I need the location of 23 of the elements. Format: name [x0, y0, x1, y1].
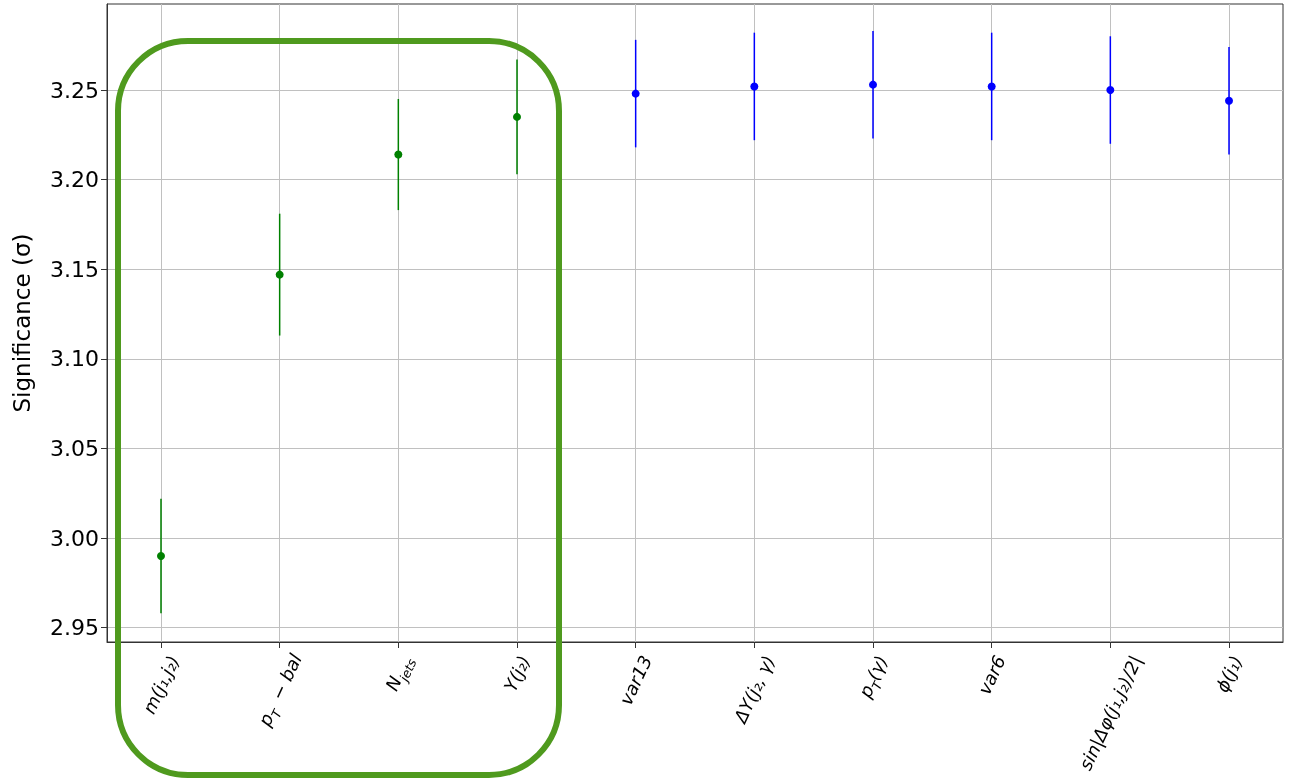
x-tick-label: Y(j₂): [499, 652, 535, 695]
point: [275, 270, 284, 279]
x-tick-label: ϕ(j₁): [1211, 652, 1247, 696]
point: [157, 551, 165, 560]
point: [394, 150, 403, 159]
y-tick-label: 3.05: [50, 435, 99, 461]
x-tick-label: var6: [973, 652, 1010, 698]
y-tick-label: 3.10: [50, 346, 99, 372]
y-tick-label: 2.95: [50, 615, 99, 641]
y-tick-label: 3.20: [50, 167, 99, 193]
point: [750, 82, 759, 91]
x-tick-label: ΔY(j₂, γ): [728, 652, 779, 728]
point: [1106, 86, 1115, 95]
x-tick-label: var13: [615, 652, 657, 709]
point: [987, 82, 996, 91]
y-axis-title: Significance (σ): [8, 233, 35, 413]
y-tick-label: 3.25: [50, 77, 99, 103]
y-tick-label: 3.00: [50, 525, 99, 551]
point: [1225, 96, 1234, 105]
point: [513, 112, 521, 121]
y-tick-label: 3.15: [50, 256, 99, 282]
point: [631, 89, 640, 98]
point: [869, 80, 877, 89]
